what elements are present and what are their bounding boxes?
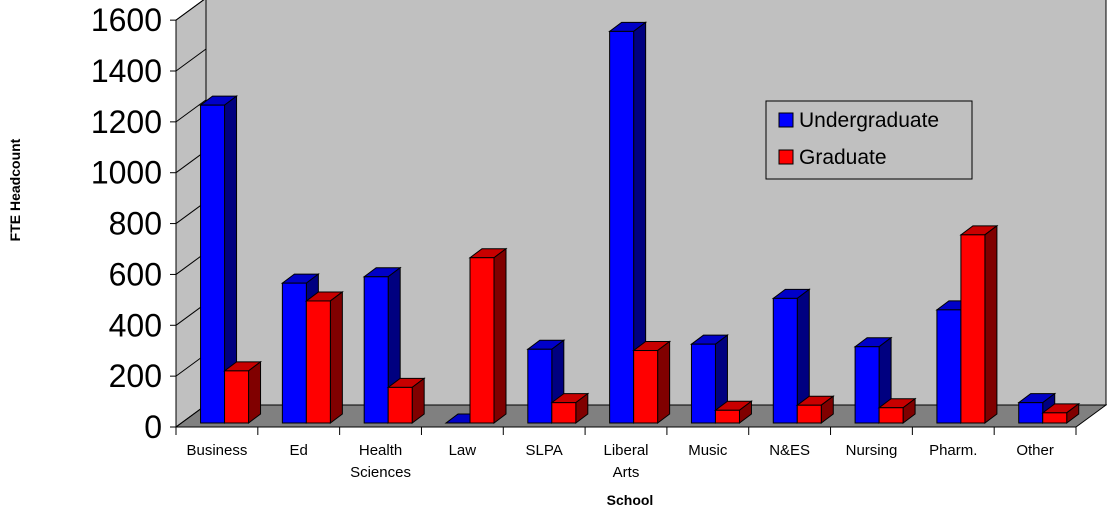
- bar-front: [363, 276, 389, 424]
- bar-front: [714, 409, 740, 424]
- bar: [608, 21, 648, 424]
- y-tick-label: 600: [109, 256, 162, 292]
- x-tick-label: Business: [186, 442, 247, 459]
- bar-front: [633, 350, 659, 424]
- y-tick-label: 1200: [91, 104, 162, 140]
- bar-front: [469, 257, 495, 424]
- bar: [795, 395, 835, 424]
- legend-box: [765, 100, 973, 180]
- bar: [386, 377, 426, 424]
- bar: [877, 397, 917, 424]
- bar-front: [690, 343, 716, 424]
- bar: [959, 224, 999, 424]
- bar-front: [224, 370, 250, 424]
- bar-front: [527, 348, 553, 424]
- y-tick-depth-line: [175, 99, 207, 123]
- y-tick-depth-line: [175, 0, 205, 21]
- bar-front: [960, 234, 986, 424]
- legend-swatch: [778, 149, 794, 165]
- bar-front: [878, 407, 904, 424]
- bar-side: [657, 340, 671, 424]
- x-tick-label: Pharm.: [929, 442, 977, 459]
- bar-front: [281, 282, 307, 424]
- x-axis-title: School: [607, 492, 654, 508]
- x-tick-label: Arts: [613, 464, 640, 481]
- y-tick-label: 1000: [91, 155, 162, 191]
- y-tick-label: 200: [109, 358, 162, 394]
- bar-front: [772, 297, 798, 424]
- bar: [689, 334, 729, 424]
- bar: [468, 247, 508, 424]
- bar: [1041, 402, 1081, 424]
- legend-swatch: [778, 112, 794, 128]
- x-tick-label: Liberal: [603, 442, 648, 459]
- bar-front: [551, 402, 577, 424]
- x-tick-label: N&ES: [769, 442, 810, 459]
- tick-labels: 0 200 400 600 800 1000 1200 1400 1600 Business Ed H…: [91, 2, 1054, 481]
- y-tick-label: 400: [109, 307, 162, 343]
- bar: [223, 360, 263, 425]
- bar-front: [387, 386, 413, 424]
- bar-front: [305, 300, 331, 424]
- x-tick-label: Law: [449, 442, 477, 459]
- y-axis-title: FTE Headcount: [7, 138, 23, 241]
- x-tick-label: SLPA: [526, 442, 563, 459]
- bar-front: [936, 309, 962, 424]
- legend-label: Graduate: [799, 146, 887, 169]
- x-tick-label: Other: [1016, 442, 1054, 459]
- bar: [304, 290, 344, 424]
- bar-side: [248, 360, 262, 425]
- y-tick-label: 1400: [91, 53, 162, 89]
- y-tick-label: 800: [109, 206, 162, 242]
- bar-side: [984, 224, 998, 424]
- bar-front: [854, 346, 880, 424]
- bar-front: [200, 104, 226, 424]
- x-tick-label: Nursing: [846, 442, 898, 459]
- legend: Undergraduate Graduate: [765, 100, 973, 180]
- bar-front: [609, 30, 635, 424]
- bar: [771, 288, 811, 424]
- bar-side: [493, 247, 507, 424]
- y-tick-depth-line: [175, 48, 207, 72]
- bar: [632, 340, 672, 424]
- bar-front: [796, 404, 822, 424]
- bar-front: [1018, 402, 1044, 424]
- legend-label: Undergraduate: [799, 109, 939, 132]
- bar: [199, 95, 239, 424]
- bar: [550, 392, 590, 424]
- x-tick-label: Ed: [290, 442, 308, 459]
- y-tick-label: 0: [144, 409, 162, 445]
- bars: [199, 21, 1081, 425]
- x-tick-label: Sciences: [350, 464, 411, 481]
- bar: [713, 400, 753, 424]
- x-tick-label: Health: [359, 442, 402, 459]
- x-tick-label: Music: [688, 442, 728, 459]
- y-tick-label: 1600: [91, 2, 162, 38]
- bar-front: [1042, 412, 1068, 424]
- bar-side: [329, 290, 343, 424]
